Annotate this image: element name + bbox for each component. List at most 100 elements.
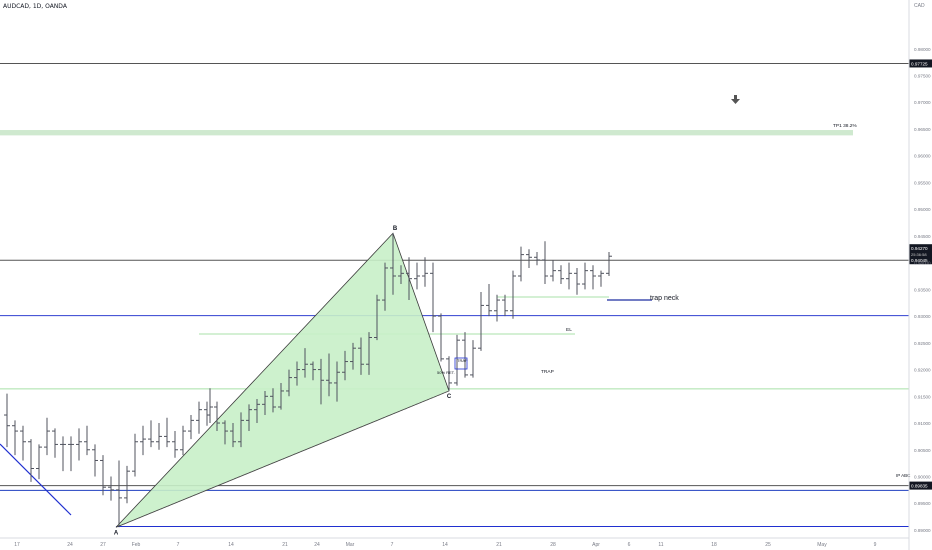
ohlc-bar [318, 358, 324, 405]
ohlc-bar [406, 257, 412, 301]
time-tick-label: 14 [228, 542, 234, 548]
ohlc-bar [534, 251, 540, 266]
ohlc-bar [342, 350, 348, 381]
ohlc-bar [238, 412, 244, 448]
price-tick-label: 0.95500 [914, 180, 931, 185]
ohlc-bar [262, 390, 268, 416]
ohlc-bar [222, 420, 228, 445]
time-tick-label: 7 [391, 542, 394, 548]
ohlc-bar [382, 262, 388, 311]
ohlc-bar [76, 428, 82, 461]
pattern-point-c: C [447, 394, 452, 400]
price-tick-label: 0.96500 [914, 127, 931, 132]
ohlc-bar [116, 460, 122, 528]
current-price-bg [909, 244, 932, 259]
ohlc-bar [414, 262, 420, 290]
time-tick-label: 24 [67, 542, 73, 548]
price-tag-bg [909, 59, 932, 68]
ohlc-bar [286, 369, 292, 397]
ohlc-bar [60, 436, 66, 472]
ohlc-bar [366, 332, 372, 375]
ohlc-bar [4, 393, 10, 448]
price-tag-text: 0.97725 [911, 61, 928, 66]
time-tick-label: 14 [442, 542, 448, 548]
ohlc-bar [204, 401, 210, 426]
ohlc-bar [278, 382, 284, 410]
ohlc-bar [44, 417, 50, 456]
price-tick-label: 0.97500 [914, 73, 931, 78]
price-tick-label: 0.90500 [914, 448, 931, 453]
price-tick-label: 0.89500 [914, 501, 931, 506]
ohlc-bar [28, 439, 34, 482]
ohlc-bar [486, 284, 492, 317]
ohlc-bar [68, 436, 74, 472]
ohlc-bar [598, 270, 604, 287]
ohlc-bar [518, 246, 524, 282]
pattern-point-b: B [393, 226, 398, 232]
time-tick-label: 21 [496, 542, 502, 548]
ohlc-bar [446, 356, 452, 391]
ohlc-bar [180, 425, 186, 456]
el-label: EL [566, 327, 572, 333]
price-tag-bg [909, 481, 932, 490]
time-tick-label: 21 [282, 542, 288, 548]
ohlc-bar [156, 423, 162, 450]
ohlc-bar [574, 267, 580, 295]
ohlc-bar [422, 257, 428, 287]
ohlc-bar [52, 428, 58, 458]
price-tick-label: 0.89000 [914, 528, 931, 533]
price-tag-text: 0.89835 [911, 484, 928, 489]
symbol-title: AUDCAD, 1D, OANDA [3, 3, 67, 10]
price-tag: 0.97725 [909, 59, 932, 68]
ohlc-bar [302, 348, 308, 378]
price-tick-label: 0.92500 [914, 341, 931, 346]
price-tick-label: 0.97000 [914, 100, 931, 105]
price-tick-label: 0.93000 [914, 314, 931, 319]
countdown-text: 25:36:58 [911, 252, 927, 257]
price-tick-label: 0.98000 [914, 47, 931, 52]
time-tick-label: 17 [14, 542, 20, 548]
time-tick-label: 7 [177, 542, 180, 548]
ohlc-bar [84, 425, 90, 456]
price-tag-text: 0.94045 [911, 258, 928, 263]
price-tag-bg [909, 256, 932, 265]
time-tick-label: Feb [132, 542, 141, 548]
price-tick-label: 0.94500 [914, 234, 931, 239]
price-tick-label: 0.94000 [914, 261, 931, 266]
ohlc-bar [350, 342, 356, 370]
ohlc-bar [310, 361, 316, 381]
ohlc-bar [230, 423, 236, 448]
ohlc-bar [100, 455, 106, 496]
ohlc-bar [502, 294, 508, 317]
ohlc-bar [294, 361, 300, 386]
time-tick-label: 24 [314, 542, 320, 548]
price-tick-label: 0.93500 [914, 287, 931, 292]
trap-box [454, 357, 468, 370]
price-tick-label: 0.90000 [914, 475, 931, 480]
ohlc-bar [140, 425, 146, 456]
ohlc-bar [550, 259, 556, 282]
ohlc-bar [188, 415, 194, 440]
ohlc-bar [172, 431, 178, 458]
ohlc-bar [132, 433, 138, 477]
ohlc-bar [526, 249, 532, 268]
ohlc-bar [478, 292, 484, 351]
ohlc-bar [207, 388, 213, 424]
ohlc-bar [374, 294, 380, 341]
time-tick-label: 9 [874, 542, 877, 548]
ohlc-bar [590, 265, 596, 290]
ohlc-bar [542, 241, 548, 285]
pattern-point-a: A [114, 530, 119, 536]
ohlc-bar [214, 401, 220, 432]
ohlc-bar [430, 262, 436, 333]
price-tag: 0.89835 [909, 481, 932, 490]
arrow-shaft [734, 95, 737, 99]
ohlc-bar [582, 262, 588, 290]
ohlc-bar [108, 476, 114, 501]
price-tick-label: 0.91500 [914, 394, 931, 399]
ohlc-bar [398, 265, 404, 285]
ohlc-bar [438, 313, 444, 362]
ohlc-bar [558, 265, 564, 285]
